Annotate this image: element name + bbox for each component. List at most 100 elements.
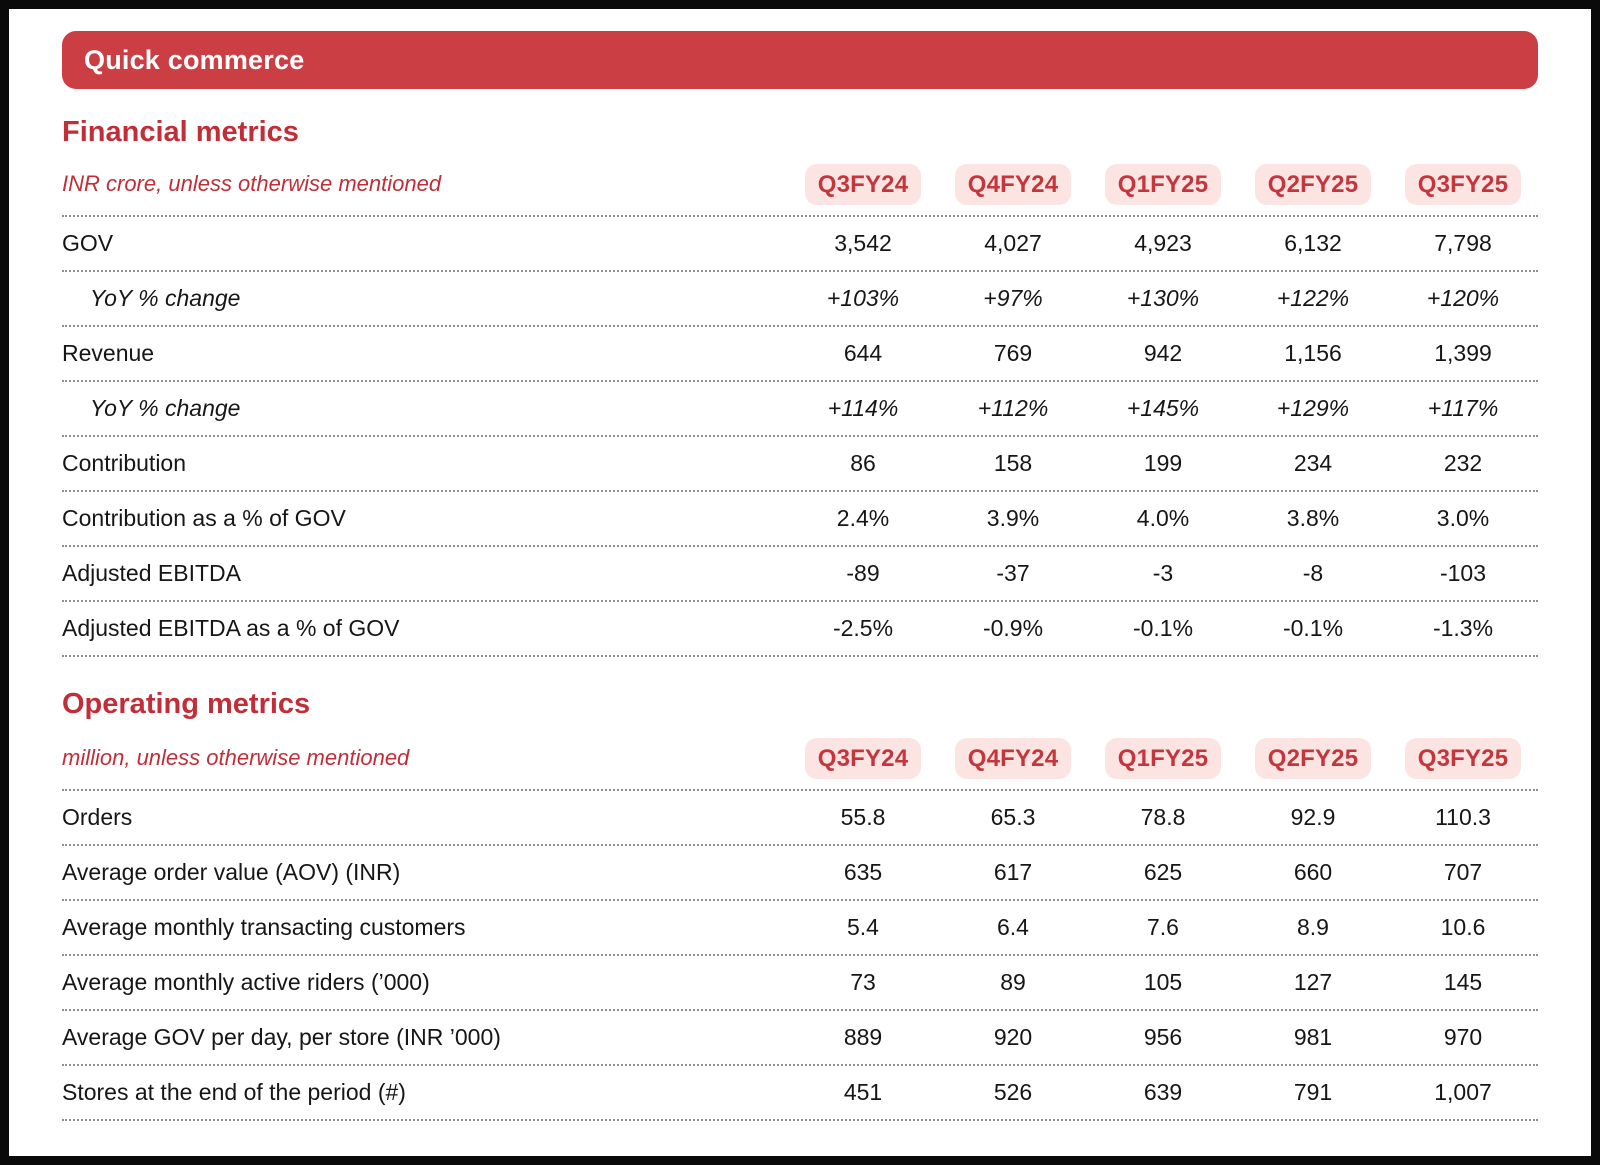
- cell-value: -37: [996, 560, 1030, 586]
- cell-value: 942: [1143, 340, 1183, 366]
- cell-value: 6,132: [1284, 230, 1342, 256]
- table-row: Contribution 86 158 199 234 232: [62, 437, 1538, 492]
- cell-value: 791: [1293, 1079, 1333, 1105]
- quarter-header-cell: Q3FY24: [788, 163, 938, 205]
- financial-header-row: INR crore, unless otherwise mentioned Q3…: [62, 153, 1538, 217]
- quarter-header-cell: Q1FY25: [1088, 163, 1238, 205]
- cell-value: 981: [1293, 1024, 1333, 1050]
- cell-value: 3.0%: [1436, 505, 1490, 531]
- cell-value: 5.4: [847, 914, 879, 940]
- cell-value: 707: [1443, 859, 1483, 885]
- row-label: Adjusted EBITDA: [62, 560, 241, 586]
- cell-value: 3,542: [834, 230, 892, 256]
- cell-value: 92.9: [1290, 804, 1336, 830]
- cell-value: 10.6: [1440, 914, 1486, 940]
- quarter-header-cell: Q1FY25: [1088, 737, 1238, 779]
- cell-value: +112%: [977, 395, 1049, 421]
- cell-value: 55.8: [840, 804, 886, 830]
- operating-header-row: million, unless otherwise mentioned Q3FY…: [62, 727, 1538, 791]
- cell-value: 89: [1000, 969, 1026, 995]
- cell-value: 617: [993, 859, 1033, 885]
- quarter-badge: Q1FY25: [1104, 737, 1222, 779]
- cell-value: -3: [1152, 560, 1174, 586]
- cell-value: +97%: [983, 285, 1043, 311]
- table-row: GOV 3,542 4,027 4,923 6,132 7,798: [62, 217, 1538, 272]
- cell-value: 2.4%: [836, 505, 890, 531]
- cell-value: 956: [1143, 1024, 1183, 1050]
- cell-value: 105: [1143, 969, 1183, 995]
- cell-value: 6.4: [997, 914, 1029, 940]
- cell-value: +129%: [1276, 395, 1350, 421]
- quarter-badge: Q1FY25: [1104, 163, 1222, 205]
- cell-value: 73: [850, 969, 876, 995]
- row-label: Adjusted EBITDA as a % of GOV: [62, 615, 400, 641]
- cell-value: 526: [993, 1079, 1033, 1105]
- quarter-header-cell: Q3FY24: [788, 737, 938, 779]
- cell-value: 625: [1143, 859, 1183, 885]
- cell-value: +122%: [1276, 285, 1350, 311]
- table-row: Average order value (AOV) (INR) 635 617 …: [62, 846, 1538, 901]
- section-banner: Quick commerce: [62, 31, 1538, 89]
- cell-value: +130%: [1126, 285, 1200, 311]
- cell-value: -1.3%: [1432, 615, 1494, 641]
- row-label: Orders: [62, 804, 133, 830]
- cell-value: -8: [1302, 560, 1324, 586]
- cell-value: +103%: [826, 285, 900, 311]
- cell-value: 145: [1443, 969, 1483, 995]
- row-label: Stores at the end of the period (#): [62, 1079, 406, 1105]
- banner-title: Quick commerce: [84, 44, 305, 75]
- cell-value: 3.9%: [986, 505, 1040, 531]
- cell-value: +117%: [1427, 395, 1499, 421]
- row-label: Contribution: [62, 450, 187, 476]
- cell-value: 7,798: [1434, 230, 1492, 256]
- quarter-badge: Q4FY24: [954, 163, 1072, 205]
- cell-value: 1,007: [1434, 1079, 1492, 1105]
- table-row: Adjusted EBITDA -89 -37 -3 -8 -103: [62, 547, 1538, 602]
- table-row: YoY % change +114% +112% +145% +129% +11…: [62, 382, 1538, 437]
- cell-value: 3.8%: [1286, 505, 1340, 531]
- quarter-header-cell: Q4FY24: [938, 737, 1088, 779]
- table-row: Adjusted EBITDA as a % of GOV -2.5% -0.9…: [62, 602, 1538, 657]
- quarter-header-cell: Q3FY25: [1388, 163, 1538, 205]
- cell-value: 4,027: [984, 230, 1042, 256]
- cell-value: -89: [846, 560, 880, 586]
- cell-value: 86: [850, 450, 876, 476]
- cell-value: +145%: [1126, 395, 1200, 421]
- cell-value: 234: [1293, 450, 1333, 476]
- cell-value: 78.8: [1140, 804, 1186, 830]
- cell-value: -0.1%: [1282, 615, 1344, 641]
- table-row: Stores at the end of the period (#) 451 …: [62, 1066, 1538, 1121]
- quarter-badge: Q3FY24: [804, 737, 922, 779]
- row-label: Contribution as a % of GOV: [62, 505, 346, 531]
- cell-value: 4,923: [1134, 230, 1192, 256]
- quarter-badge: Q3FY24: [804, 163, 922, 205]
- cell-value: 4.0%: [1136, 505, 1190, 531]
- quarter-badge: Q2FY25: [1254, 737, 1372, 779]
- cell-value: -0.1%: [1132, 615, 1194, 641]
- cell-value: -103: [1439, 560, 1487, 586]
- operating-metrics-title: Operating metrics: [62, 688, 311, 720]
- row-label: GOV: [62, 230, 114, 256]
- quarter-header-cell: Q2FY25: [1238, 737, 1388, 779]
- table-row: Contribution as a % of GOV 2.4% 3.9% 4.0…: [62, 492, 1538, 547]
- table-row: Average monthly active riders (’000) 73 …: [62, 956, 1538, 1011]
- cell-value: 127: [1293, 969, 1333, 995]
- cell-value: 920: [993, 1024, 1033, 1050]
- cell-value: 8.9: [1297, 914, 1329, 940]
- quarter-badge: Q3FY25: [1404, 737, 1522, 779]
- cell-value: +120%: [1426, 285, 1500, 311]
- row-label: Average GOV per day, per store (INR ’000…: [62, 1024, 501, 1050]
- row-label: YoY % change: [90, 285, 241, 311]
- cell-value: +114%: [827, 395, 899, 421]
- cell-value: 639: [1143, 1079, 1183, 1105]
- cell-value: 769: [993, 340, 1033, 366]
- quarter-badge: Q4FY24: [954, 737, 1072, 779]
- row-label: Revenue: [62, 340, 155, 366]
- financial-units-subtitle: INR crore, unless otherwise mentioned: [62, 171, 442, 196]
- cell-value: 158: [993, 450, 1033, 476]
- quarter-badge: Q2FY25: [1254, 163, 1372, 205]
- table-row: Revenue 644 769 942 1,156 1,399: [62, 327, 1538, 382]
- cell-value: 199: [1143, 450, 1183, 476]
- cell-value: -2.5%: [832, 615, 894, 641]
